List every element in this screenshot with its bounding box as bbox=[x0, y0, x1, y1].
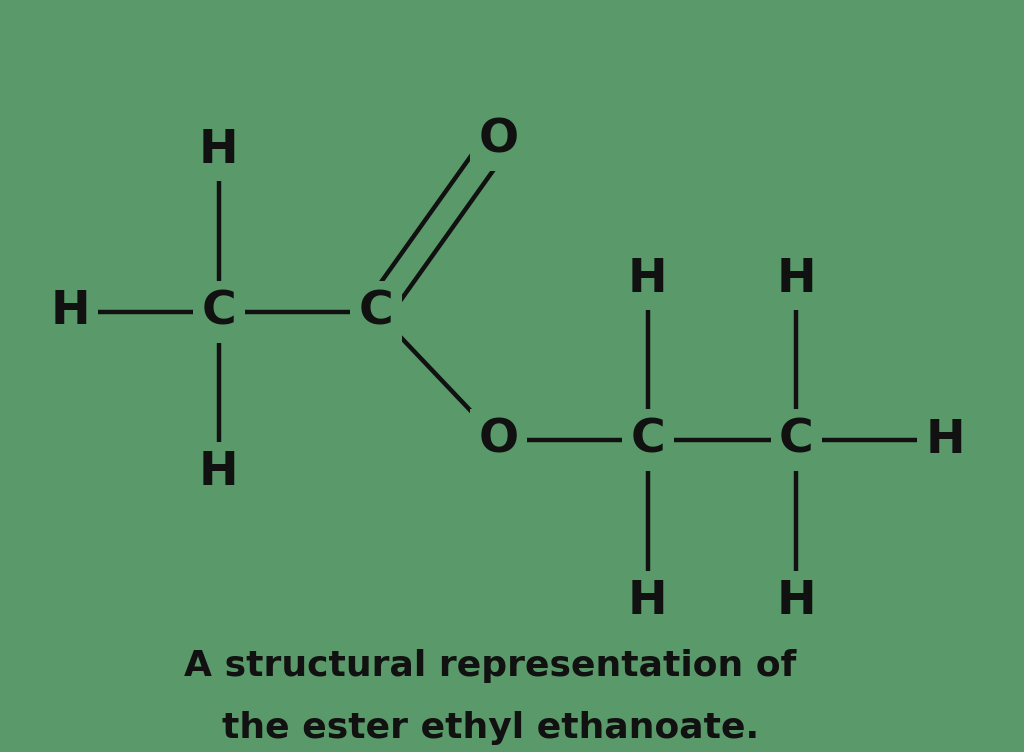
Text: H: H bbox=[628, 579, 668, 624]
Text: the ester ethyl ethanoate.: the ester ethyl ethanoate. bbox=[221, 711, 759, 745]
Text: H: H bbox=[199, 450, 239, 495]
Text: H: H bbox=[628, 257, 668, 302]
Text: C: C bbox=[631, 418, 665, 463]
Text: O: O bbox=[479, 117, 519, 162]
Text: A structural representation of: A structural representation of bbox=[184, 649, 797, 683]
Text: O: O bbox=[479, 418, 519, 463]
Text: H: H bbox=[199, 128, 239, 173]
Text: C: C bbox=[359, 289, 393, 334]
Text: H: H bbox=[776, 257, 816, 302]
Text: C: C bbox=[202, 289, 237, 334]
Text: H: H bbox=[776, 579, 816, 624]
Text: H: H bbox=[926, 418, 965, 463]
Text: H: H bbox=[50, 289, 90, 334]
Text: C: C bbox=[779, 418, 814, 463]
